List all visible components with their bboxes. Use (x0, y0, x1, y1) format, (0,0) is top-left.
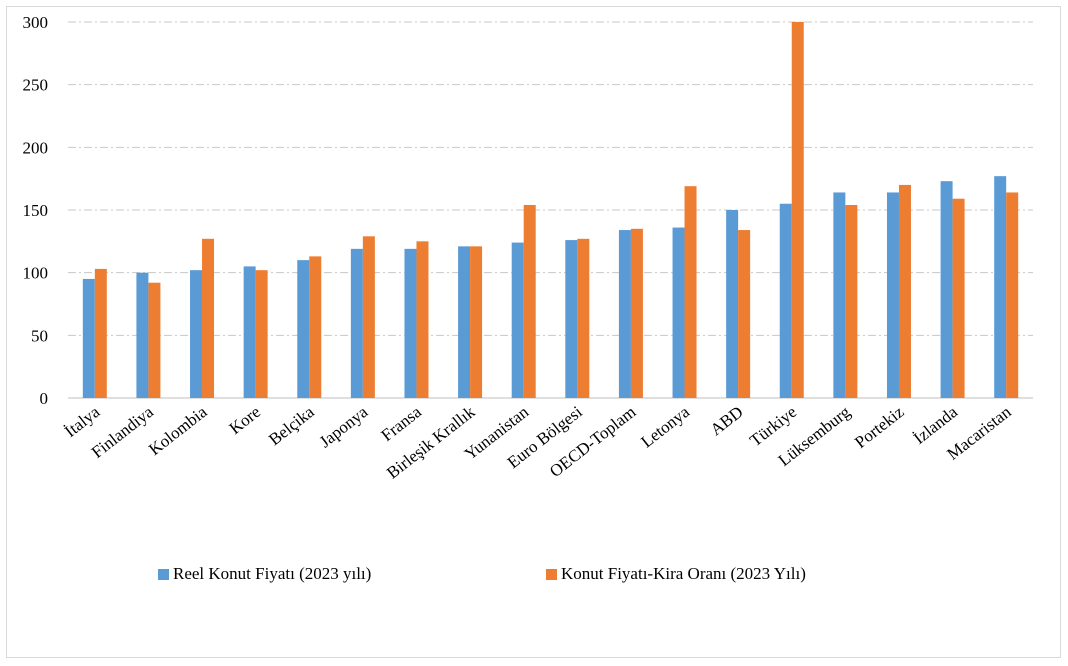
bar-reel-11 (672, 227, 685, 398)
x-tick-label: Kore (226, 402, 264, 438)
legend-item-0: Reel Konut Fiyatı (2023 yılı) (158, 564, 371, 584)
bar-reel-6 (404, 248, 417, 398)
bar-kira-10 (630, 228, 643, 398)
y-tick-label: 50 (31, 326, 48, 345)
bar-reel-0 (82, 278, 95, 398)
bar-kira-5 (362, 236, 375, 398)
x-tick-label: Portekiz (851, 402, 908, 452)
bar-kira-3 (255, 270, 268, 398)
bar-kira-2 (202, 238, 215, 398)
y-tick-label: 0 (40, 389, 49, 408)
bar-kira-8 (523, 204, 536, 398)
bar-reel-3 (243, 266, 256, 398)
x-tick-label: Belçika (265, 402, 318, 449)
bar-reel-13 (779, 203, 792, 398)
bar-kira-17 (1006, 192, 1019, 398)
legend-swatch-0 (158, 568, 169, 580)
bar-kira-6 (416, 241, 429, 398)
bar-reel-14 (833, 192, 846, 398)
bar-kira-15 (898, 184, 911, 398)
bar-kira-12 (738, 230, 751, 398)
y-tick-label: 250 (23, 76, 49, 95)
y-tick-label: 100 (23, 264, 49, 283)
legend: Reel Konut Fiyatı (2023 yılı) Konut Fiya… (0, 564, 1068, 588)
legend-item-1: Konut Fiyatı-Kira Oranı (2023 Yılı) (546, 564, 806, 584)
bar-kira-1 (148, 282, 161, 398)
x-tick-label: Letonya (637, 402, 693, 452)
x-tick-label: İtalya (61, 402, 104, 441)
bar-kira-0 (94, 268, 107, 398)
legend-label-1: Konut Fiyatı-Kira Oranı (2023 Yılı) (561, 564, 806, 583)
bar-kira-9 (577, 238, 590, 398)
x-tick-label: Kolombia (145, 402, 211, 459)
x-tick-label: Japonya (316, 402, 372, 452)
y-tick-label: 200 (23, 138, 49, 157)
bar-reel-10 (618, 230, 631, 398)
bar-kira-14 (845, 204, 858, 398)
bar-reel-1 (136, 272, 149, 398)
bar-reel-2 (190, 270, 203, 398)
legend-swatch-1 (546, 568, 557, 580)
y-tick-label: 150 (23, 201, 49, 220)
x-tick-label: ABD (707, 402, 747, 439)
bar-reel-7 (458, 246, 471, 398)
bar-reel-16 (940, 181, 953, 398)
bar-reel-12 (726, 210, 739, 398)
bar-kira-4 (309, 256, 322, 398)
x-tick-label: Fransa (378, 402, 426, 445)
bar-kira-11 (684, 186, 697, 398)
bar-reel-9 (565, 240, 578, 398)
bar-kira-16 (952, 198, 965, 398)
bar-reel-4 (297, 260, 310, 398)
y-tick-label: 300 (23, 13, 49, 32)
bar-reel-5 (350, 248, 363, 398)
bar-reel-15 (886, 192, 899, 398)
legend-label-0: Reel Konut Fiyatı (2023 yılı) (173, 564, 372, 583)
bar-kira-13 (791, 22, 804, 398)
chart-frame (6, 6, 1061, 658)
bar-kira-7 (470, 246, 483, 398)
bar-reel-8 (511, 242, 524, 398)
bar-reel-17 (994, 176, 1007, 398)
